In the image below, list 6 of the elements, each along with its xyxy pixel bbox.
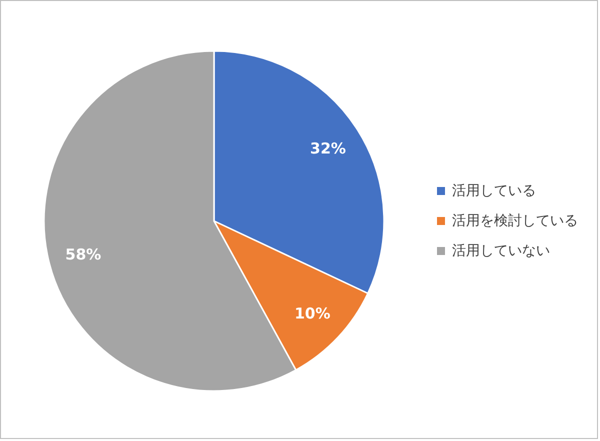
data-label: 10% xyxy=(294,304,330,322)
legend-label: 活用している xyxy=(452,183,536,199)
data-label: 32% xyxy=(310,140,346,158)
legend-label: 活用していない xyxy=(452,243,550,259)
data-label: 58% xyxy=(65,246,102,264)
legend-label: 活用を検討している xyxy=(452,213,578,229)
